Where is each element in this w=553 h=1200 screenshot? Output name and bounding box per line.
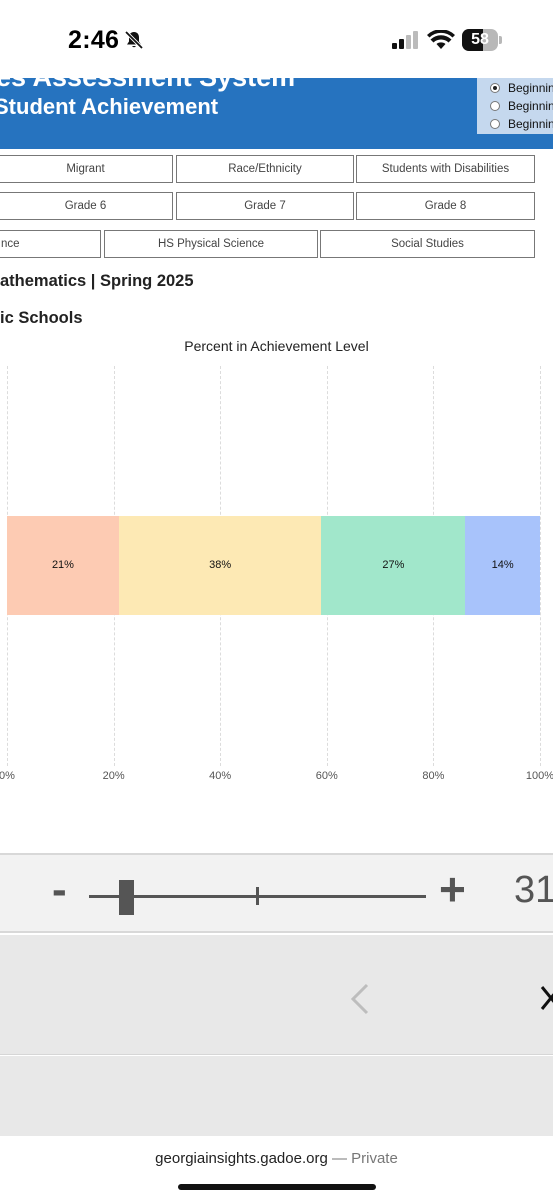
subject-button-science[interactable]: nce bbox=[0, 230, 101, 258]
zoom-out-button[interactable]: - bbox=[52, 865, 67, 914]
bar-segment-2[interactable]: 38% bbox=[118, 516, 322, 615]
battery-body: 58 bbox=[462, 29, 498, 51]
cellular-signal-icon bbox=[392, 31, 418, 49]
header-title: es Assessment System bbox=[0, 78, 295, 93]
radio-unselected-icon[interactable] bbox=[490, 119, 500, 129]
bar-data-label: 38% bbox=[209, 559, 232, 571]
url-domain: georgiainsights.gadoe.org bbox=[155, 1150, 328, 1167]
status-time: 2:46 bbox=[68, 26, 120, 54]
report-subtitle: ic Schools bbox=[0, 309, 83, 327]
browser-nav-area bbox=[0, 935, 553, 1055]
bar-segment-3[interactable]: 27% bbox=[321, 516, 466, 615]
filter-button-grade-8[interactable]: Grade 8 bbox=[356, 192, 535, 220]
bell-slash-icon bbox=[124, 30, 144, 50]
x-tick-label: 100% bbox=[525, 770, 553, 782]
close-icon[interactable] bbox=[536, 979, 553, 1019]
radio-label: Beginning bbox=[508, 81, 553, 95]
bar-data-label: 27% bbox=[382, 559, 405, 571]
radio-label: Beginning bbox=[508, 99, 553, 113]
subject-button-social-studies[interactable]: Social Studies bbox=[320, 230, 535, 258]
bar-data-label: 21% bbox=[51, 559, 74, 571]
zoom-value: 31 bbox=[514, 869, 553, 911]
bar-data-label: 14% bbox=[491, 559, 514, 571]
filter-button-grade-7[interactable]: Grade 7 bbox=[176, 192, 354, 220]
radio-unselected-icon[interactable] bbox=[490, 101, 500, 111]
zoom-slider-thumb[interactable] bbox=[118, 880, 134, 915]
battery-icon: 58 bbox=[462, 29, 502, 51]
chart-gridline bbox=[540, 366, 541, 766]
report-title: athematics | Spring 2025 bbox=[0, 272, 194, 290]
battery-tip bbox=[499, 36, 502, 44]
status-bar: 2:46 58 bbox=[0, 0, 553, 78]
chart-title: Percent in Achievement Level bbox=[184, 338, 369, 354]
zoom-control: - + 31 bbox=[0, 853, 553, 933]
filter-button-students-with-disabilities[interactable]: Students with Disabilities bbox=[356, 155, 535, 183]
x-tick-label: 40% bbox=[209, 770, 232, 782]
x-tick-label: 60% bbox=[315, 770, 338, 782]
header-banner: es Assessment System Student Achievement… bbox=[0, 78, 553, 149]
achievement-chart: Percent in Achievement Level 0% 20% 40% 60%… bbox=[0, 330, 553, 800]
radio-selected-icon[interactable] bbox=[490, 83, 500, 93]
battery-percent: 58 bbox=[471, 31, 489, 48]
zoom-in-button[interactable]: + bbox=[439, 863, 466, 915]
achievement-level-options: Beginning Beginning Beginning bbox=[477, 78, 553, 134]
radio-option-2[interactable]: Beginning bbox=[477, 97, 553, 115]
x-tick-label: 20% bbox=[102, 770, 125, 782]
bar-segment-4[interactable]: 14% bbox=[465, 516, 540, 615]
browser-toolbar bbox=[0, 1056, 553, 1136]
home-indicator[interactable] bbox=[178, 1184, 376, 1190]
battery-fill bbox=[462, 29, 483, 51]
radio-option-1[interactable]: Beginning bbox=[477, 79, 553, 97]
radio-label: Beginning bbox=[508, 117, 553, 131]
filter-button-grade-6[interactable]: Grade 6 bbox=[0, 192, 173, 220]
url-text[interactable]: georgiainsights.gadoe.org — Private bbox=[0, 1150, 553, 1167]
url-bar[interactable]: georgiainsights.gadoe.org — Private bbox=[0, 1136, 553, 1200]
chevron-left-icon[interactable] bbox=[345, 979, 375, 1019]
filter-button-race-ethnicity[interactable]: Race/Ethnicity bbox=[176, 155, 354, 183]
zoom-slider-midpoint bbox=[256, 887, 259, 905]
x-tick-label: 80% bbox=[422, 770, 445, 782]
radio-option-3[interactable]: Beginning bbox=[477, 115, 553, 133]
bar-segment-1[interactable]: 21% bbox=[7, 516, 119, 615]
subject-button-hs-physical-science[interactable]: HS Physical Science bbox=[104, 230, 318, 258]
filter-button-migrant[interactable]: Migrant bbox=[0, 155, 173, 183]
header-subtitle: Student Achievement bbox=[0, 94, 219, 119]
wifi-icon bbox=[427, 30, 455, 49]
url-private-label: — Private bbox=[327, 1150, 398, 1167]
x-tick-label: 0% bbox=[0, 770, 15, 782]
